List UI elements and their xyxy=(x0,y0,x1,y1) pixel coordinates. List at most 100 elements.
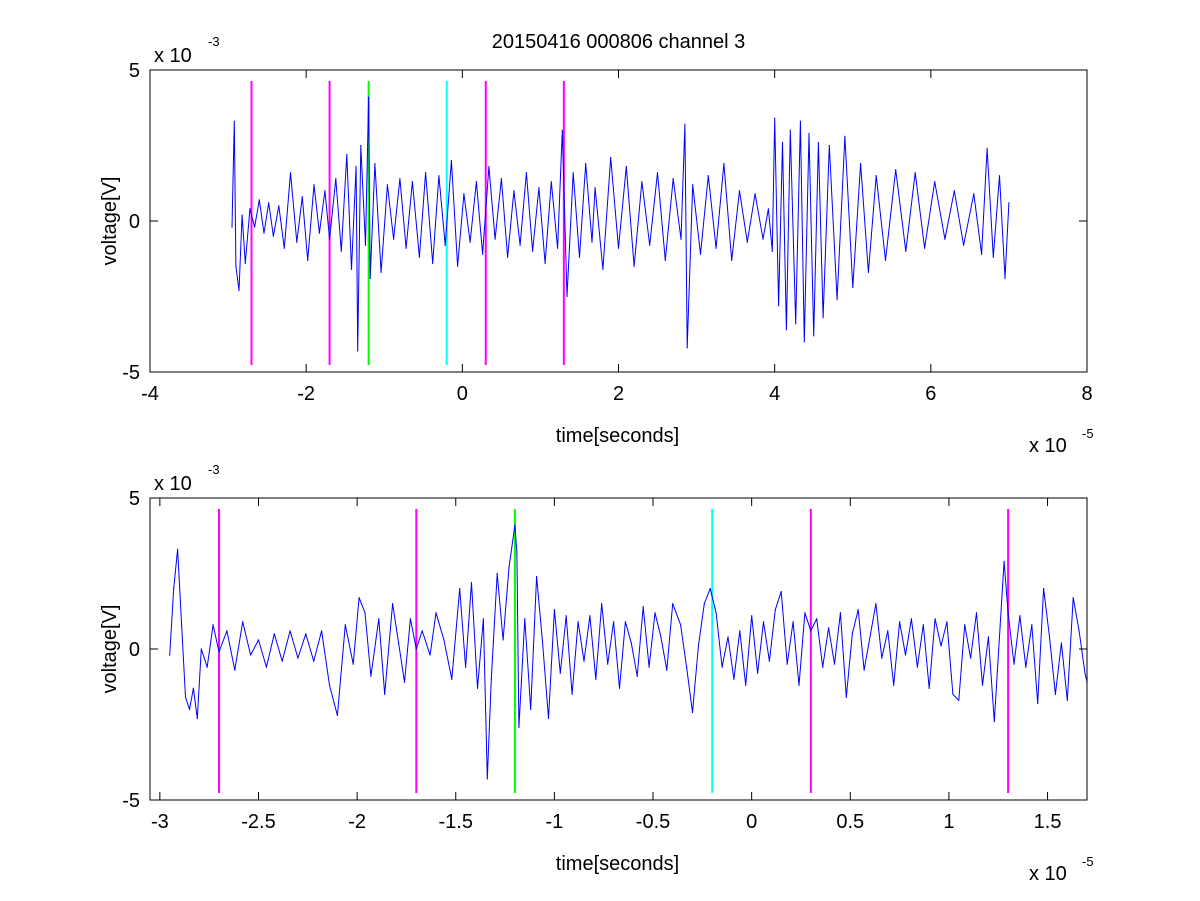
data-point xyxy=(451,678,453,680)
data-point xyxy=(469,241,471,243)
data-point xyxy=(857,609,859,611)
data-point xyxy=(482,253,484,255)
data-point xyxy=(184,696,187,698)
data-point xyxy=(438,175,440,177)
data-point xyxy=(610,157,612,159)
data-point xyxy=(703,603,705,605)
data-point xyxy=(778,305,780,307)
data-point xyxy=(648,666,650,668)
data-point xyxy=(922,624,924,626)
data-point xyxy=(595,678,597,680)
data-point xyxy=(421,630,423,632)
data-point xyxy=(981,253,983,255)
data-point xyxy=(630,642,632,644)
data-point xyxy=(378,618,380,620)
data-point xyxy=(374,163,376,165)
data-point xyxy=(1019,615,1021,617)
x-tick-label: 0 xyxy=(457,383,468,405)
data-point xyxy=(666,669,668,671)
data-point xyxy=(212,624,214,626)
data-point xyxy=(241,214,243,216)
data-point xyxy=(231,226,233,228)
data-point xyxy=(816,618,818,620)
data-point xyxy=(953,190,955,192)
data-point xyxy=(731,259,733,261)
x-tick-label: -1 xyxy=(545,811,563,833)
data-point xyxy=(318,232,320,234)
data-point xyxy=(836,298,838,301)
plot-area xyxy=(149,497,1088,801)
data-point xyxy=(981,684,984,686)
data-point xyxy=(289,630,291,632)
data-point xyxy=(751,615,753,617)
y-tick-label: -5 xyxy=(122,362,140,384)
data-point xyxy=(715,612,717,614)
data-point xyxy=(952,693,954,695)
data-point xyxy=(583,660,585,662)
x-tick-label: 8 xyxy=(1081,383,1092,405)
data-point xyxy=(723,163,725,165)
data-point xyxy=(963,244,965,246)
data-point xyxy=(992,256,994,258)
data-point xyxy=(707,175,709,177)
data-point xyxy=(488,166,490,168)
data-point xyxy=(403,681,406,683)
data-point xyxy=(432,262,434,264)
data-point xyxy=(594,187,596,189)
data-point xyxy=(660,636,662,638)
x-exponent-label: x 10 xyxy=(1029,435,1067,457)
data-point xyxy=(525,172,528,174)
data-point xyxy=(591,241,593,243)
data-point xyxy=(839,612,842,614)
data-point xyxy=(307,259,309,261)
data-point xyxy=(934,181,936,183)
data-point xyxy=(328,684,331,686)
x-tick-label: -2 xyxy=(297,383,315,405)
x-exponent-power: -5 xyxy=(1082,426,1094,441)
x-exponent-label: x 10 xyxy=(1029,863,1067,885)
data-point xyxy=(519,244,521,246)
data-point xyxy=(799,120,802,122)
data-point xyxy=(450,160,452,162)
data-point xyxy=(196,717,198,720)
data-point xyxy=(746,241,748,243)
data-point xyxy=(476,687,479,689)
data-point xyxy=(1007,612,1009,614)
data-point xyxy=(958,699,960,701)
data-point xyxy=(364,612,366,614)
data-point xyxy=(944,238,946,240)
data-point xyxy=(470,582,473,584)
data-point xyxy=(887,630,889,632)
data-point xyxy=(733,678,735,680)
data-point xyxy=(781,141,784,144)
data-point xyxy=(536,575,538,578)
x-tick-label: 1 xyxy=(943,811,954,833)
data-point xyxy=(672,603,674,605)
data-point xyxy=(368,96,370,98)
data-point xyxy=(970,657,972,659)
data-point xyxy=(530,708,532,711)
data-point xyxy=(350,268,353,270)
y-exponent-label: x 10 xyxy=(154,45,192,67)
data-point xyxy=(785,329,788,331)
data-point xyxy=(1004,277,1006,279)
data-point xyxy=(490,678,492,680)
data-point xyxy=(507,256,509,258)
data-point xyxy=(625,166,627,168)
x-tick-label: -2 xyxy=(348,811,366,833)
data-point xyxy=(624,621,627,623)
x-tick-label: 6 xyxy=(925,383,936,405)
y-tick-label: 5 xyxy=(129,488,140,510)
plot-area xyxy=(149,69,1088,373)
data-point xyxy=(993,720,995,723)
data-point xyxy=(680,624,682,626)
data-point xyxy=(544,262,546,264)
y-exponent-label: x 10 xyxy=(154,473,192,495)
data-point xyxy=(409,618,411,620)
chart-title: 20150416 000806 channel 3 xyxy=(492,31,746,53)
data-point xyxy=(656,172,659,174)
data-point xyxy=(398,642,400,644)
data-point xyxy=(242,621,244,623)
data-point xyxy=(238,289,240,292)
y-tick-label: 0 xyxy=(129,211,140,233)
